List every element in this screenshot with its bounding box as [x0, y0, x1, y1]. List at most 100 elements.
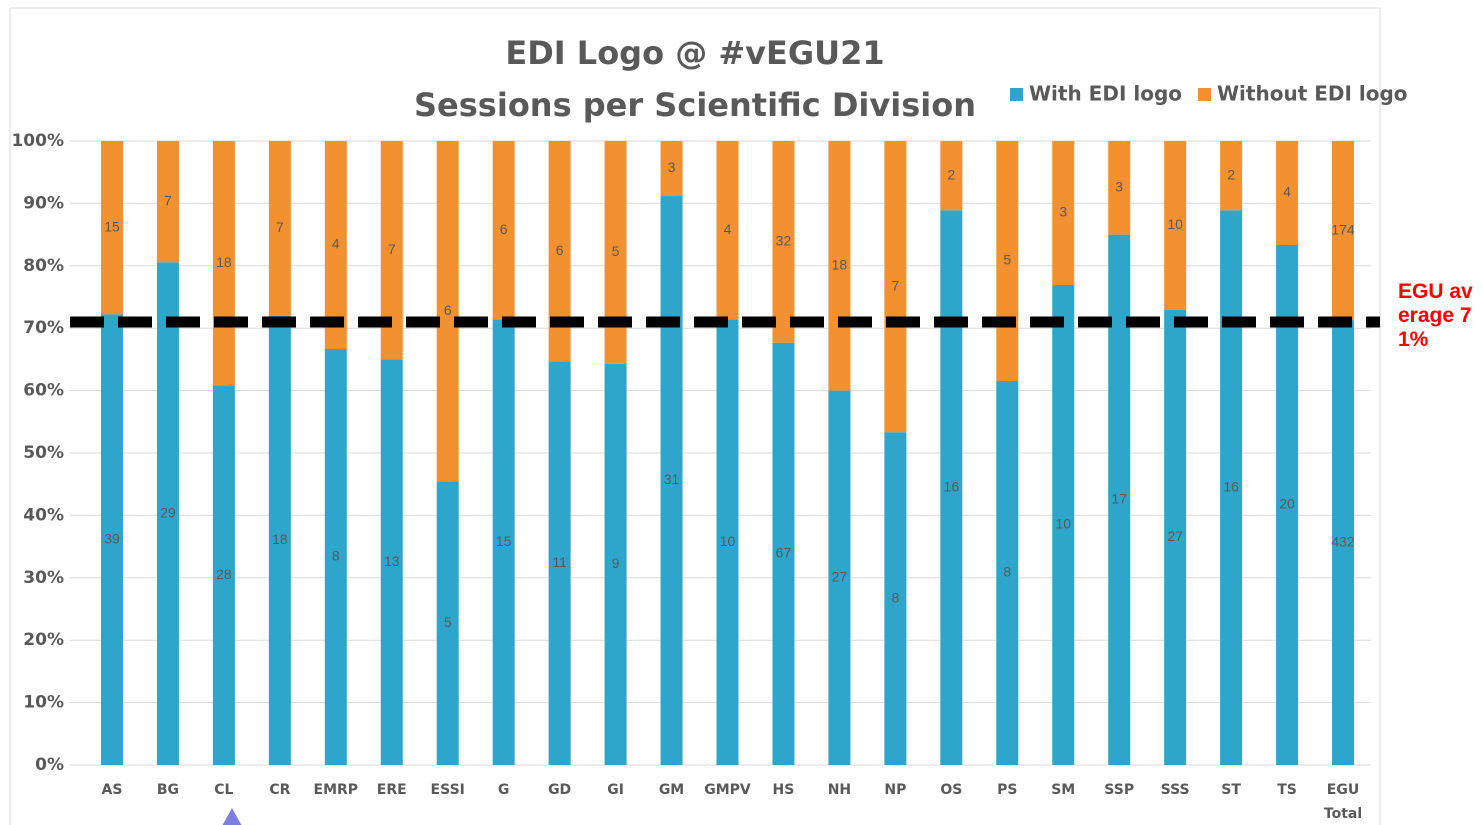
y-tick-label: 70%: [23, 318, 64, 338]
bar-segment: [884, 432, 907, 765]
legend-label: Without EDI logo: [1217, 82, 1408, 106]
x-tick-label: EGU Total: [1324, 782, 1362, 822]
y-tick-label: 50%: [23, 443, 64, 463]
x-tick-label: GD: [548, 782, 571, 798]
x-tick-label: EMRP: [314, 782, 359, 798]
bar-segment: [436, 141, 459, 482]
y-tick-label: 0%: [35, 755, 64, 775]
x-tick-label: OS: [940, 782, 962, 798]
x-tick-label: BG: [157, 782, 179, 798]
bar-segment: [380, 141, 403, 360]
data-label: 10: [1167, 216, 1183, 232]
data-label: 8: [332, 548, 340, 564]
data-label: 8: [1003, 564, 1011, 580]
bar-segment: [1220, 141, 1243, 211]
data-label: 27: [1167, 528, 1183, 544]
bar-segment: [1052, 141, 1075, 285]
x-tick-label: GM: [659, 782, 684, 798]
bar-segment: [716, 141, 739, 320]
x-tick-label: ESSI: [431, 782, 465, 798]
data-label: 27: [832, 569, 848, 585]
data-label: 16: [1223, 478, 1239, 494]
pointer-marker: [222, 808, 242, 825]
data-label: 7: [388, 241, 396, 257]
data-label: 39: [104, 530, 120, 546]
data-label: 4: [1283, 184, 1291, 200]
data-label: 2: [947, 166, 955, 182]
chart-subtitle: Sessions per Scientific Division: [414, 86, 976, 124]
y-tick-label: 40%: [23, 505, 64, 525]
legend-label: With EDI logo: [1029, 82, 1182, 106]
data-label: 15: [104, 218, 120, 234]
data-label: 174: [1331, 221, 1355, 237]
y-tick-label: 100%: [11, 131, 64, 151]
bar-segment: [604, 363, 627, 765]
data-label: 9: [612, 555, 620, 571]
x-tick-label: CR: [269, 782, 290, 798]
x-tick-label: NP: [884, 782, 906, 798]
x-tick-label: G: [498, 782, 510, 798]
data-label: 3: [668, 159, 676, 175]
y-tick-label: 20%: [23, 630, 64, 650]
bar-segment: [772, 342, 795, 765]
bar-segment: [1164, 309, 1187, 765]
bar-segment: [996, 381, 1019, 765]
bar-segment: [100, 314, 123, 765]
bar-segment: [156, 262, 179, 765]
x-tick-label: AS: [102, 782, 123, 798]
x-tick-label: GI: [607, 782, 624, 798]
bar-segment: [548, 141, 571, 362]
bar-segment: [268, 315, 291, 765]
data-label: 6: [500, 221, 508, 237]
data-label: 3: [1115, 179, 1123, 195]
data-label: 18: [272, 531, 288, 547]
bar-segment: [828, 141, 851, 391]
bar-segment: [212, 385, 235, 765]
data-label: 2: [1227, 166, 1235, 182]
bar-segment: [156, 141, 179, 263]
data-label: 17: [1111, 491, 1127, 507]
bar-segment: [1276, 141, 1299, 245]
bar-segment: [884, 141, 907, 433]
data-label: 4: [724, 221, 732, 237]
bar-segment: [940, 141, 963, 211]
bar-segment: [772, 141, 795, 343]
bar-segment: [268, 141, 291, 316]
x-tick-label: CL: [214, 782, 233, 798]
chart-title: EDI Logo @ #vEGU21: [505, 34, 884, 72]
bar-segment: [492, 141, 515, 320]
y-tick-label: 10%: [23, 693, 64, 713]
bar-segment: [1108, 141, 1131, 235]
data-label: 13: [384, 553, 400, 569]
data-label: 6: [444, 302, 452, 318]
x-tick-label: SM: [1051, 782, 1075, 798]
data-label: 7: [276, 219, 284, 235]
y-tick-label: 60%: [23, 381, 64, 401]
data-label: 5: [612, 243, 620, 259]
data-label: 3: [1059, 204, 1067, 220]
x-tick-label: NH: [828, 782, 851, 798]
data-label: 10: [1055, 516, 1071, 532]
x-tick-label: ST: [1221, 782, 1241, 798]
data-label: 67: [776, 545, 792, 561]
x-tick-label: ERE: [377, 782, 407, 798]
data-label: 4: [332, 236, 340, 252]
bar-segment: [1276, 245, 1299, 765]
legend-swatch: [1198, 88, 1211, 101]
data-label: 6: [556, 242, 564, 258]
data-label: 5: [1003, 252, 1011, 268]
data-label: 15: [496, 533, 512, 549]
bar-segment: [1332, 141, 1355, 321]
bar-segment: [604, 141, 627, 364]
bar-segment: [940, 210, 963, 766]
x-tick-label: PS: [997, 782, 1017, 798]
bar-segment: [100, 141, 123, 315]
bar-segment: [660, 141, 683, 197]
data-label: 18: [832, 257, 848, 273]
y-tick-label: 90%: [23, 193, 64, 213]
y-tick-label: 30%: [23, 568, 64, 588]
bar-segment: [660, 196, 683, 765]
bar-segment: [716, 319, 739, 765]
data-label: 29: [160, 504, 176, 520]
